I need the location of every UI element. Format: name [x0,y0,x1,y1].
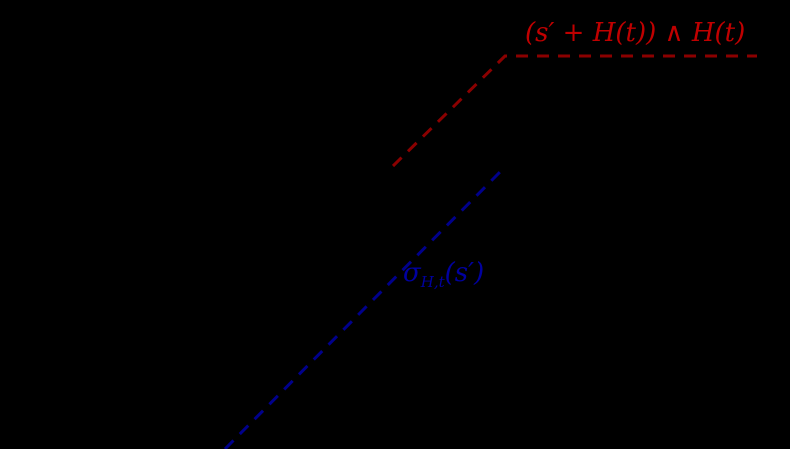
blue-dashed-curve [223,168,504,449]
red-curve-label: (s′ + H(t)) ∧ H(t) [525,18,746,48]
sigma-argument: (s′) [444,258,485,288]
sigma-subscript: H,t [420,273,445,291]
red-dashed-curve [391,54,757,168]
sigma-symbol: σ [403,258,421,288]
blue-curve-label: σH,t(s′) [403,258,484,291]
